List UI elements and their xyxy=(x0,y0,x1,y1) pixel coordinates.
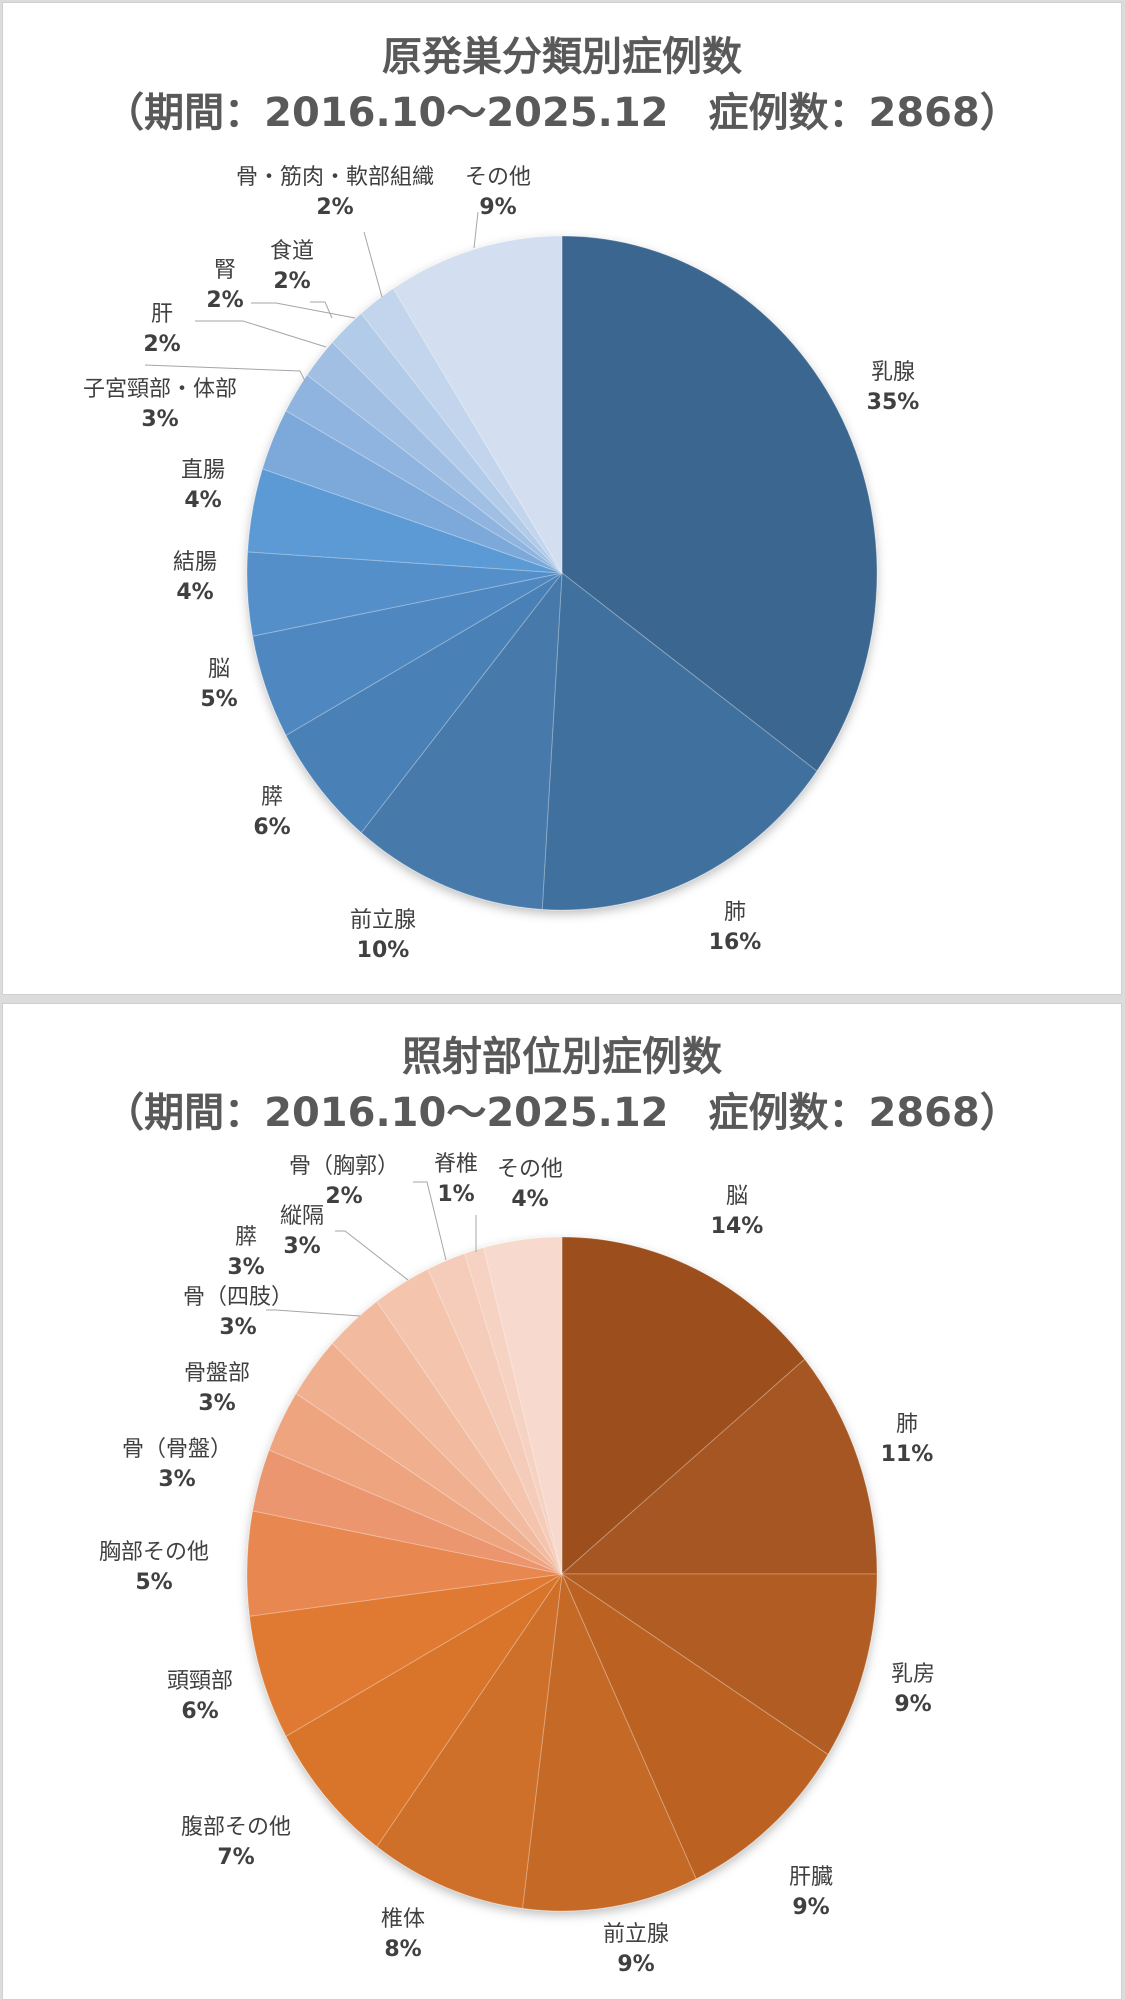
pie-slice xyxy=(541,572,818,911)
pie-label: 肝臓 9% xyxy=(788,1865,834,1920)
pie-label: 子宮頸部・体部 3% xyxy=(82,377,238,432)
pie-label: 食道 2% xyxy=(269,239,315,294)
pie-slice xyxy=(560,1358,878,1575)
leader-line xyxy=(266,1309,361,1317)
pie-label: その他 9% xyxy=(464,165,532,220)
pie-label: 脳 14% xyxy=(710,1184,764,1239)
pie-label: 脊椎 1% xyxy=(433,1152,479,1207)
pie-slice xyxy=(561,235,878,772)
pie-chart-primary-site xyxy=(144,211,878,911)
chart-title: 原発巣分類別症例数 （期間：2016.10～2025.12 症例数：2868） xyxy=(3,31,1121,139)
leader-line xyxy=(144,364,307,384)
pie-slice xyxy=(561,1236,806,1576)
pie-slice xyxy=(521,1572,697,1912)
chart-title: 照射部位別症例数 （期間：2016.10～2025.12 症例数：2868） xyxy=(3,1031,1121,1139)
pie-label: 直腸 4% xyxy=(180,458,226,513)
pie-label: 骨・筋肉・軟部組織 2% xyxy=(235,165,435,220)
leader-line xyxy=(473,211,479,249)
pie-label: 縦隔 3% xyxy=(279,1204,325,1259)
pie-label: 結腸 4% xyxy=(172,550,218,605)
pie-label: 肝 2% xyxy=(143,302,181,357)
leader-line xyxy=(363,231,383,298)
pie-label: 肺 11% xyxy=(880,1412,934,1467)
pie-label: 頭頸部 6% xyxy=(166,1669,234,1724)
pie-label: 乳腺 35% xyxy=(866,360,920,415)
pie-label: 腎 2% xyxy=(206,258,244,313)
pie-label: 乳房 9% xyxy=(890,1662,936,1717)
pie-label: 膵 3% xyxy=(227,1225,265,1280)
chart-title-line1: 照射部位別症例数 xyxy=(402,1034,722,1080)
pie-label: 骨（四肢） 3% xyxy=(182,1285,294,1340)
pie-slice xyxy=(285,1573,563,1848)
pie-label: その他 4% xyxy=(496,1157,564,1212)
pie-label: 膵 6% xyxy=(253,785,291,840)
pie-label: 前立腺 10% xyxy=(349,908,417,963)
chart-title-line2: （期間：2016.10～2025.12 症例数：2868） xyxy=(104,1090,1020,1136)
pie-label: 骨（骨盤） 3% xyxy=(121,1437,233,1492)
pie-label: 骨盤部 3% xyxy=(183,1361,251,1416)
leader-line xyxy=(335,1230,409,1281)
pie-label: 肺 16% xyxy=(708,900,762,955)
pie-slice xyxy=(560,1572,829,1880)
pie-label: 骨（胸郭） 2% xyxy=(288,1154,400,1209)
leader-line xyxy=(195,320,327,348)
leader-line xyxy=(310,301,333,319)
pie-slice xyxy=(483,1236,563,1575)
pie-label: 脳 5% xyxy=(200,657,238,712)
pie-label: 椎体 8% xyxy=(380,1907,426,1962)
pie-slice xyxy=(285,572,563,834)
leader-line xyxy=(413,1181,447,1261)
pie-label: 前立腺 9% xyxy=(602,1922,670,1977)
pie-slice xyxy=(248,1573,563,1738)
pie-slice xyxy=(392,235,563,575)
chart-title-line2: （期間：2016.10～2025.12 症例数：2868） xyxy=(104,90,1020,136)
leader-line xyxy=(251,302,356,319)
pie-slice xyxy=(360,571,563,910)
pie-label: 胸部その他 5% xyxy=(98,1540,210,1595)
chart-title-line1: 原発巣分類別症例数 xyxy=(382,34,742,80)
pie-label: 腹部その他 7% xyxy=(180,1815,292,1870)
pie-slice xyxy=(376,1573,563,1909)
pie-slice xyxy=(560,1573,878,1756)
